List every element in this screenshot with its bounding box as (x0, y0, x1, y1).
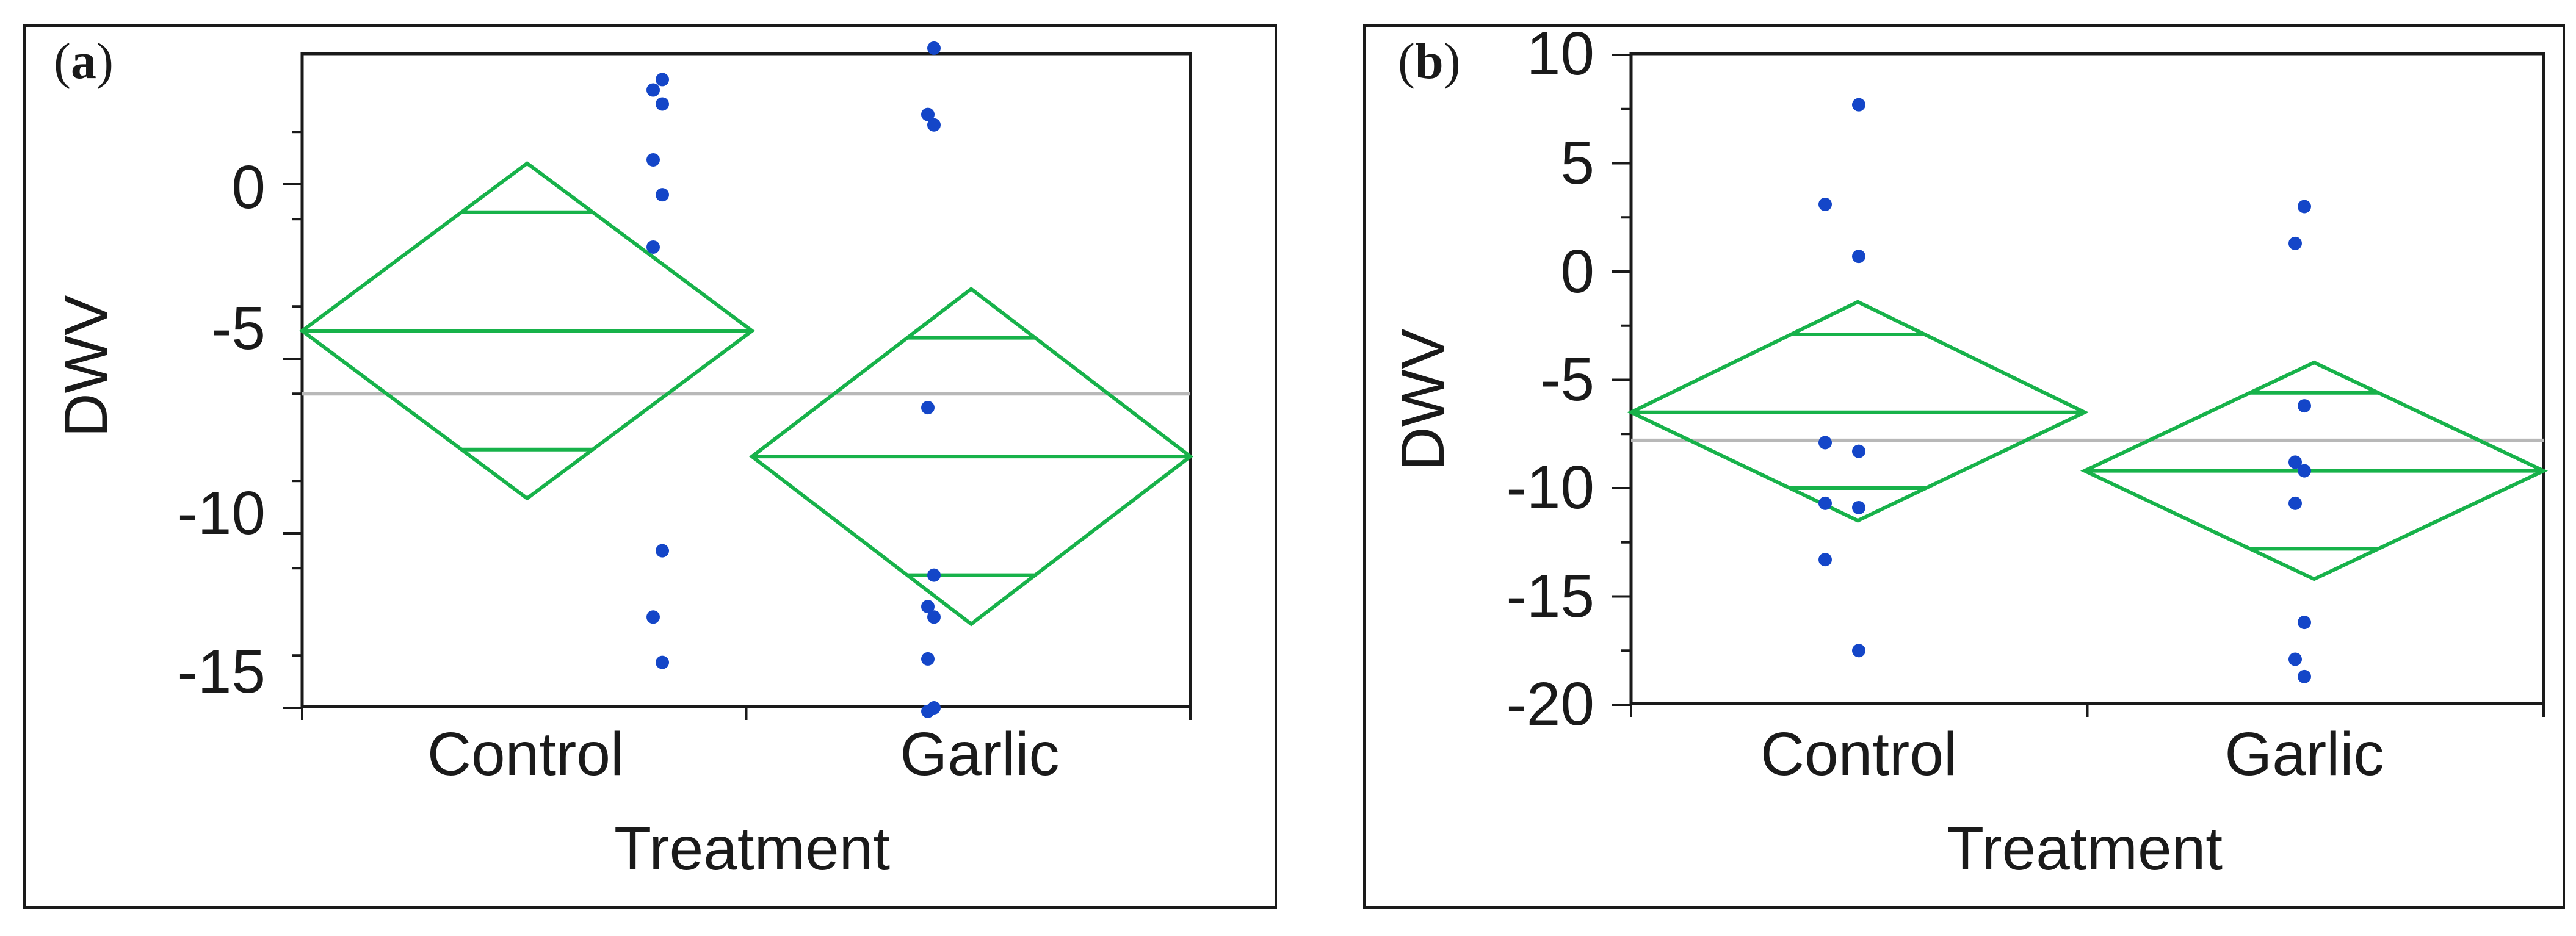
panel-a-garlic-data-point (927, 118, 941, 132)
panel-b-garlic-data-point (2288, 455, 2302, 469)
panel-a-garlic-data-point (921, 600, 935, 614)
panel-b-plot-area (1627, 52, 2549, 705)
panel-b-control-data-point (1852, 444, 1865, 458)
panel-a-control-data-point (646, 153, 660, 167)
panel-a-control-data-point (656, 655, 669, 669)
panel-a-label: (a) (54, 33, 114, 90)
panel-a-y-axis-title: DWV (52, 295, 120, 437)
panel-b-y-tick-label: -15 (1506, 562, 1594, 630)
panel-a-y-tick-label: -10 (177, 479, 266, 547)
panel-b-y-tick-label: -10 (1506, 453, 1594, 522)
panel-b-y-tick-label: -5 (1540, 345, 1594, 414)
panel-b-x-axis-title: Treatment (1947, 815, 2223, 883)
panel-b-control-data-point (1818, 197, 1832, 211)
panel-b-garlic-data-point (2298, 399, 2311, 413)
panel-b-garlic-data-point (2298, 669, 2311, 683)
panel-a-control-data-point (656, 73, 669, 87)
panel-b-control-data-point (1818, 553, 1832, 567)
panel-a-x-axis: Control Garlic (301, 707, 1192, 788)
panel-b-y-axis-title: DWV (1389, 328, 1457, 471)
panel-a-y-axis: 0 -5 -10 -15 (177, 131, 302, 709)
panel-a-garlic-data-point (927, 568, 941, 582)
panel-a-x-tick-label-garlic: Garlic (900, 720, 1059, 788)
panel-a-garlic-data-point (921, 107, 935, 121)
panel-b-y-tick-label: 10 (1527, 20, 1594, 88)
panel-a-control-data-point (656, 188, 669, 202)
panel-b-garlic-data-point (2288, 652, 2302, 666)
panel-a-y-tick-label: 0 (231, 153, 266, 221)
panel-b-y-axis: 10 5 0 -5 -10 -15 -20 (1506, 20, 1631, 738)
panel-a-plot-area (298, 41, 1193, 718)
panel-a-control-data-point (646, 83, 660, 97)
panel-a-plot-frame (300, 52, 1192, 708)
panel-b-control-data-point (1818, 436, 1832, 450)
panel-a-control-data-point (646, 610, 660, 624)
panel-b-control-data-point (1852, 250, 1865, 264)
panel-a-y-tick-label: -5 (211, 294, 266, 362)
panel-b-plot-frame (1629, 52, 2545, 705)
panel-a-x-tick-label-control: Control (427, 720, 624, 788)
panel-a-control-data-point (656, 97, 669, 111)
panel-b-garlic-data-point (2298, 464, 2311, 478)
panel-a-garlic-data-point (921, 652, 935, 666)
panel-b: (b) DWV 10 5 0 -5 -10 -15 -20 Control Ga… (1363, 20, 2565, 909)
panel-b-garlic-data-point (2288, 496, 2302, 510)
panel-a-garlic-data-point (927, 41, 941, 55)
panel-b-x-axis: Control Garlic (1630, 704, 2545, 788)
panel-b-garlic-data-point (2298, 616, 2311, 630)
panel-b-control-data-point (1818, 496, 1832, 510)
panel-b-marks (1627, 98, 2549, 683)
panel-a-garlic-data-point (927, 610, 941, 624)
panel-a-garlic-data-point (921, 401, 935, 415)
panel-b-y-tick-label: -20 (1506, 670, 1594, 738)
panel-b-y-tick-label: 0 (1560, 237, 1594, 306)
panel-b-x-tick-label-garlic: Garlic (2224, 720, 2384, 788)
panel-a-y-tick-label: -15 (177, 638, 266, 706)
panel-b-y-tick-label: 5 (1560, 129, 1594, 197)
panel-b-x-tick-label-control: Control (1760, 720, 1957, 788)
panel-b-label: (b) (1398, 33, 1461, 90)
panel-a-control-data-point (646, 240, 660, 254)
panel-a-marks (298, 41, 1193, 718)
panel-b-garlic-data-point (2288, 236, 2302, 250)
panel-a-control-data-point (656, 544, 669, 558)
panel-b-control-data-point (1852, 500, 1865, 514)
panel-b-control-data-point (1852, 644, 1865, 658)
panel-b-garlic-data-point (2298, 200, 2311, 214)
panel-a-x-axis-title: Treatment (614, 815, 890, 883)
panel-b-control-data-point (1852, 98, 1865, 112)
panel-a: (a) DWV 0 -5 -10 -15 Control Garlic Trea… (23, 24, 1277, 909)
panel-a-garlic-data-point (921, 704, 935, 718)
